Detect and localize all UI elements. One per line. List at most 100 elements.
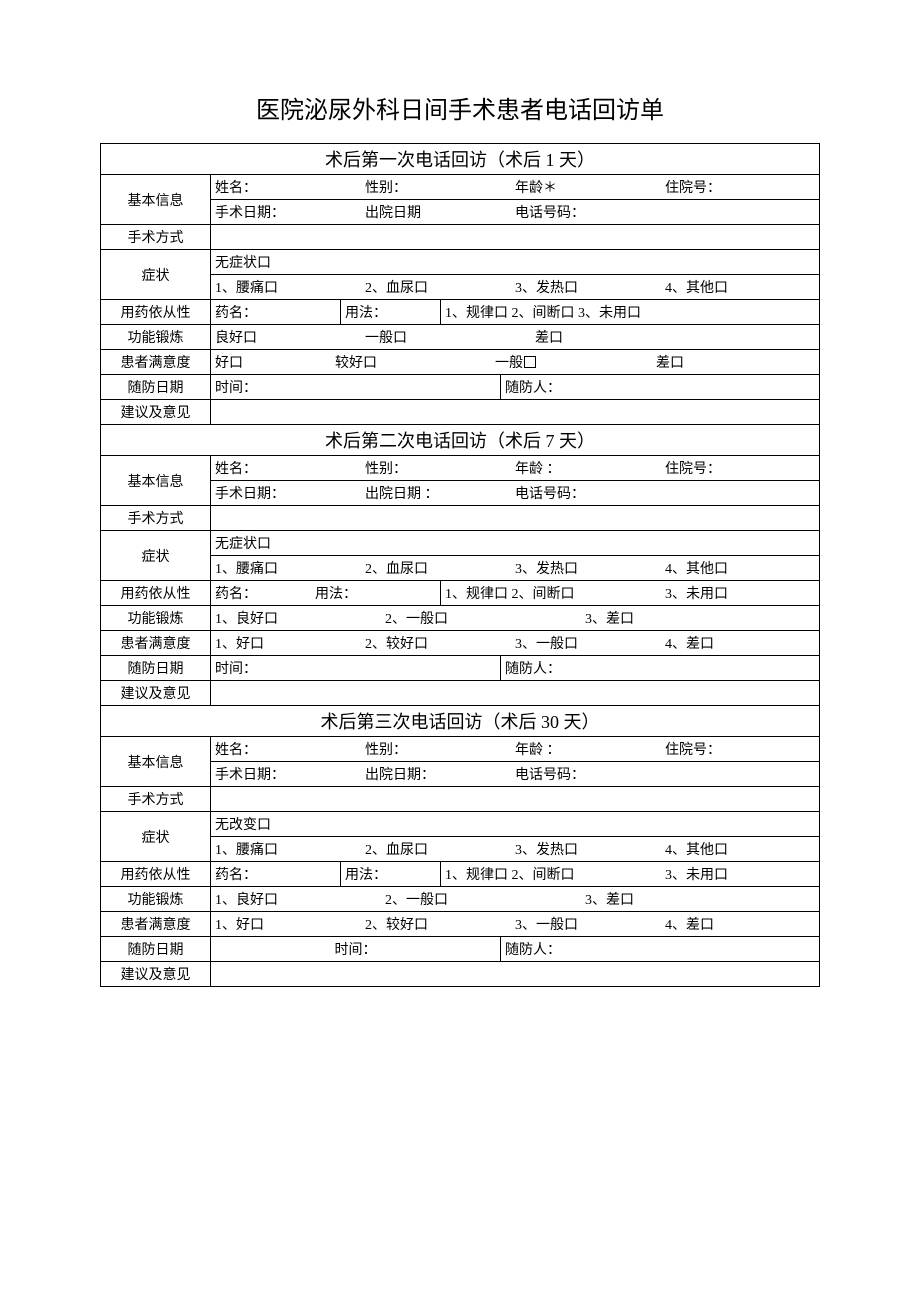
v1-suggest-label: 建议及意见	[101, 400, 211, 425]
v3-suggest-value	[211, 962, 820, 987]
v3-admission: 住院号：	[665, 739, 815, 759]
v3-suggest-label: 建议及意见	[101, 962, 211, 987]
v2-med-usage: 用法：	[311, 581, 441, 605]
v1-sat-better: 较好口	[335, 352, 495, 372]
v3-fu-row: 时间： 随防人：	[211, 937, 820, 962]
v2-s3: 3、发热口	[515, 558, 665, 578]
v2-stype-value	[211, 506, 820, 531]
v3-ex1: 1、良好口	[215, 889, 385, 909]
v1-basic-row1: 姓名： 性别： 年龄＊ 住院号：	[211, 175, 820, 200]
v2-suggest-value	[211, 681, 820, 706]
visit1-header: 术后第一次电话回访（术后 1 天）	[101, 144, 820, 175]
v3-ex3: 3、差口	[585, 889, 815, 909]
v2-admission: 住院号：	[665, 458, 815, 478]
v3-s1: 1、腰痛口	[215, 839, 365, 859]
v3-med-opt3: 3、未用口	[661, 862, 819, 886]
v1-fu-row: 时间： 随防人：	[211, 375, 820, 400]
v1-basic-row2: 手术日期： 出院日期 电话号码：	[211, 200, 820, 225]
v3-ddate: 出院日期：	[365, 764, 515, 784]
v3-sat4: 4、差口	[665, 914, 815, 934]
v1-ex-good: 良好口	[215, 327, 365, 347]
v2-s1: 1、腰痛口	[215, 558, 365, 578]
v2-basic-row2: 手术日期： 出院日期 ： 电话号码：	[211, 481, 820, 506]
v1-suggest-value	[211, 400, 820, 425]
v2-ex2: 2、一般口	[385, 608, 585, 628]
form-table: 术后第一次电话回访（术后 1 天） 基本信息 姓名： 性别： 年龄＊ 住院号： …	[100, 143, 820, 987]
v1-ddate: 出院日期	[365, 202, 515, 222]
v1-s1: 1、腰痛口	[215, 277, 365, 297]
v3-gender: 性别：	[365, 739, 515, 759]
v2-sat4: 4、差口	[665, 633, 815, 653]
v3-med-row: 药名： 用法： 1、规律口 2、间断口 3、未用口	[211, 862, 820, 887]
v1-sat-good: 好口	[215, 352, 335, 372]
v1-sdate: 手术日期：	[215, 202, 365, 222]
v3-sat1: 1、好口	[215, 914, 365, 934]
v3-med-opt1: 1、规律口 2、间断口	[441, 862, 661, 886]
v2-med-opt3: 3、未用口	[661, 581, 819, 605]
v2-sdate: 手术日期：	[215, 483, 365, 503]
v3-symptom-label: 症状	[101, 812, 211, 862]
v3-med-label: 用药依从性	[101, 862, 211, 887]
v3-sat-row: 1、好口 2、较好口 3、一般口 4、差口	[211, 912, 820, 937]
v3-basic-label: 基本信息	[101, 737, 211, 787]
v3-basic-row2: 手术日期： 出院日期： 电话号码：	[211, 762, 820, 787]
v3-age: 年龄 ：	[515, 739, 665, 759]
v1-ex-row: 良好口 一般口 差口	[211, 325, 820, 350]
v2-sat2: 2、较好口	[365, 633, 515, 653]
v3-time: 时间：	[211, 937, 501, 961]
v2-med-label: 用药依从性	[101, 581, 211, 606]
v3-s4: 4、其他口	[665, 839, 815, 859]
v1-s2: 2、血尿口	[365, 277, 515, 297]
v2-suggest-label: 建议及意见	[101, 681, 211, 706]
v1-s4: 4、其他口	[665, 277, 815, 297]
v2-sat-label: 患者满意度	[101, 631, 211, 656]
v1-med-name: 药名：	[211, 300, 341, 324]
v3-ex2: 2、一般口	[385, 889, 585, 909]
v2-no-symptom: 无症状口	[211, 531, 820, 556]
v3-symptoms: 1、腰痛口 2、血尿口 3、发热口 4、其他口	[211, 837, 820, 862]
v2-name: 姓名：	[215, 458, 365, 478]
checkbox-icon	[524, 356, 536, 368]
v2-ex-label: 功能锻炼	[101, 606, 211, 631]
v1-med-label: 用药依从性	[101, 300, 211, 325]
v2-basic-row1: 姓名： 性别： 年龄 ： 住院号：	[211, 456, 820, 481]
v1-sat-normal: 一般	[495, 352, 523, 372]
v1-med-opts: 1、规律口 2、间断口 3、未用口	[441, 300, 819, 324]
v2-sat3: 3、一般口	[515, 633, 665, 653]
v3-fu-label: 随防日期	[101, 937, 211, 962]
v1-admission: 住院号：	[665, 177, 815, 197]
v3-name: 姓名：	[215, 739, 365, 759]
v2-med-row: 药名： 用法： 1、规律口 2、间断口 3、未用口	[211, 581, 820, 606]
v3-med-usage: 用法：	[341, 862, 441, 886]
v2-s2: 2、血尿口	[365, 558, 515, 578]
v2-follower: 随防人：	[501, 656, 819, 680]
v3-stype-label: 手术方式	[101, 787, 211, 812]
v3-ex-label: 功能锻炼	[101, 887, 211, 912]
v1-fu-label: 随防日期	[101, 375, 211, 400]
v2-symptoms: 1、腰痛口 2、血尿口 3、发热口 4、其他口	[211, 556, 820, 581]
page-title: 医院泌尿外科日间手术患者电话回访单	[100, 90, 820, 125]
v3-sat-label: 患者满意度	[101, 912, 211, 937]
v2-symptom-label: 症状	[101, 531, 211, 581]
v3-phone: 电话号码：	[515, 764, 815, 784]
v3-s2: 2、血尿口	[365, 839, 515, 859]
v2-ex1: 1、良好口	[215, 608, 385, 628]
visit2-header: 术后第二次电话回访（术后 7 天）	[101, 425, 820, 456]
v2-sat1: 1、好口	[215, 633, 365, 653]
v2-fu-label: 随防日期	[101, 656, 211, 681]
v1-stype-value	[211, 225, 820, 250]
v2-stype-label: 手术方式	[101, 506, 211, 531]
v1-symptoms: 1、腰痛口 2、血尿口 3、发热口 4、其他口	[211, 275, 820, 300]
v1-sat-label: 患者满意度	[101, 350, 211, 375]
v1-gender: 性别：	[365, 177, 515, 197]
v3-sdate: 手术日期：	[215, 764, 365, 784]
v1-ex-normal: 一般口	[365, 327, 535, 347]
v2-time: 时间：	[211, 656, 501, 680]
v1-age: 年龄＊	[515, 177, 665, 197]
v1-ex-label: 功能锻炼	[101, 325, 211, 350]
v2-ex3: 3、差口	[585, 608, 815, 628]
v3-ex-row: 1、良好口 2、一般口 3、差口	[211, 887, 820, 912]
v2-gender: 性别：	[365, 458, 515, 478]
v1-stype-label: 手术方式	[101, 225, 211, 250]
v1-med-usage: 用法：	[341, 300, 441, 324]
